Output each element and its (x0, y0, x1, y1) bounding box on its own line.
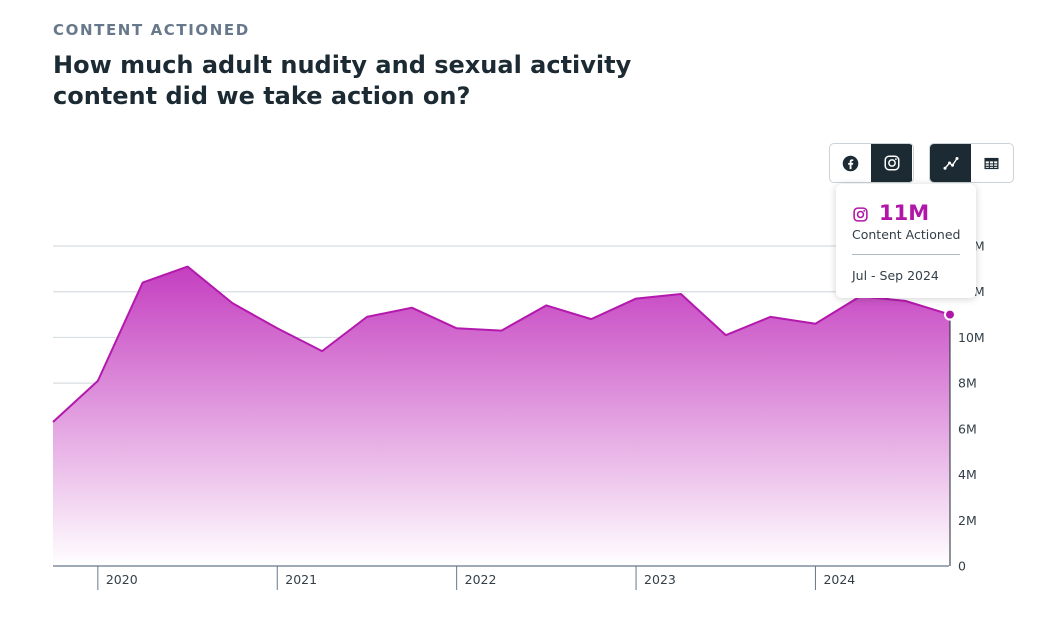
y-tick-label: 6M (958, 421, 977, 436)
y-tick-label: 10M (958, 330, 985, 345)
table-icon (983, 155, 1000, 172)
x-tick-label: 2023 (644, 572, 676, 587)
y-tick-label: 0 (958, 559, 966, 574)
highlight-point[interactable] (945, 310, 955, 320)
x-tick-label: 2021 (285, 572, 317, 587)
x-tick-label: 2020 (106, 572, 138, 587)
table-view-button[interactable] (971, 144, 1012, 182)
instagram-toggle-button[interactable] (871, 144, 912, 182)
tooltip-value: 11M (879, 201, 929, 225)
instagram-icon (852, 206, 869, 223)
x-tick-label: 2024 (823, 572, 855, 587)
chart-view-button[interactable] (930, 144, 971, 182)
y-tick-label: 2M (958, 513, 977, 528)
facebook-toggle-button[interactable] (830, 144, 871, 182)
y-tick-label: 4M (958, 467, 977, 482)
platform-toggle (829, 143, 914, 183)
area-series (53, 267, 950, 566)
instagram-icon (883, 154, 901, 172)
tooltip-divider (852, 254, 960, 255)
facebook-icon (842, 155, 859, 172)
x-tick-label: 2022 (465, 572, 497, 587)
tooltip-period: Jul - Sep 2024 (852, 268, 939, 283)
tooltip-label: Content Actioned (852, 227, 960, 242)
view-toggle (929, 143, 1014, 183)
data-tooltip: 11M Content Actioned Jul - Sep 2024 (836, 184, 976, 298)
y-tick-label: 8M (958, 376, 977, 391)
line-chart-icon (942, 154, 960, 172)
area-fill (53, 267, 950, 566)
